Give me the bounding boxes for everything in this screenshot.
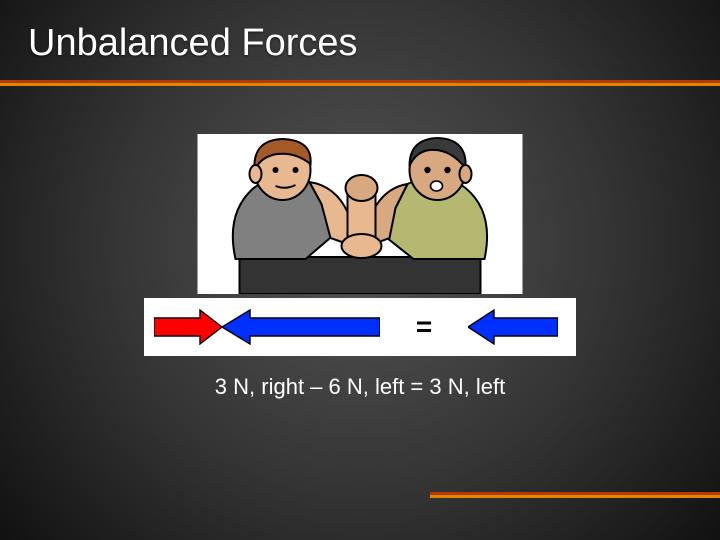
slide-title: Unbalanced Forces [28, 22, 358, 65]
caption-text: 3 N, right – 6 N, left = 3 N, left [215, 374, 505, 400]
divider-top-stripe-b [0, 83, 720, 86]
force-arrow-diagram: = [144, 298, 576, 356]
divider-top [0, 80, 720, 86]
divider-bottom [430, 492, 720, 498]
arrows-input [154, 307, 380, 347]
divider-bottom-stripe-b [430, 495, 720, 498]
equals-sign: = [408, 311, 440, 343]
illustration-arm-wrestle [198, 134, 523, 294]
arrow-result [468, 307, 558, 347]
